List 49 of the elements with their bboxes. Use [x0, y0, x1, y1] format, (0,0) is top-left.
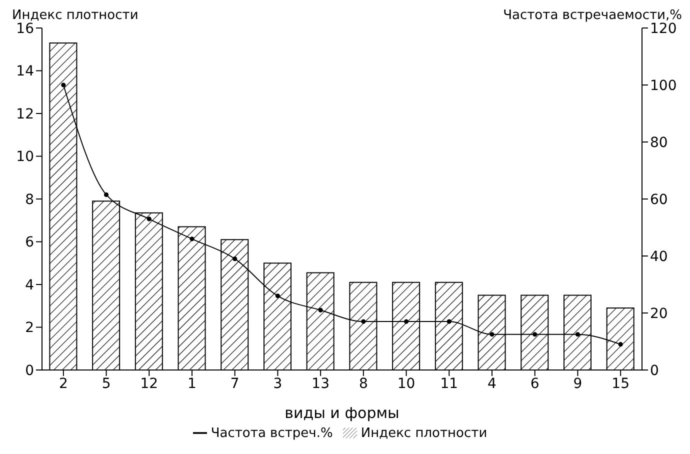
point: [318, 308, 323, 312]
point: [361, 319, 366, 324]
point: [446, 319, 452, 324]
x-tick-label: 11: [440, 376, 458, 392]
y-tick-label: 14: [16, 64, 34, 80]
legend-label: Индекс плотности: [360, 426, 488, 441]
y-tick-label: 4: [25, 277, 34, 294]
y2-axis-title: Частота встречаемости,%: [503, 8, 682, 23]
x-tick-label: 6: [530, 376, 540, 392]
y2-tick-label: 20: [650, 306, 668, 322]
x-axis-title: виды и формы: [284, 404, 400, 422]
y-tick-label: 16: [16, 20, 34, 37]
y-tick-label: 8: [25, 192, 34, 208]
x-tick-label: 1: [188, 376, 196, 392]
y-axis-title: Индекс плотности: [12, 8, 138, 23]
point: [404, 319, 409, 324]
point: [275, 294, 280, 298]
point: [190, 236, 194, 242]
point: [532, 332, 538, 337]
point: [146, 216, 152, 222]
x-tick-label: 7: [230, 376, 240, 392]
x-tick-label: 2: [58, 376, 68, 392]
point: [618, 342, 623, 347]
y-tick-label: 12: [16, 106, 34, 122]
point: [232, 256, 238, 262]
x-tick-label: 10: [397, 376, 416, 392]
x-tick-label: 13: [312, 376, 330, 392]
y2-tick-label: 60: [650, 192, 668, 208]
y2-tick-label: 80: [650, 134, 668, 151]
point: [104, 192, 109, 198]
x-tick-label: 4: [488, 376, 497, 392]
y2-tick-label: 0: [650, 362, 659, 379]
point: [490, 332, 494, 337]
x-tick-label: 5: [102, 376, 111, 392]
x-tick-label: 9: [573, 376, 582, 392]
x-tick-label: 15: [612, 376, 630, 392]
y2-tick-label: 40: [650, 248, 668, 265]
y2-tick-label: 100: [650, 78, 677, 94]
x-tick-label: 8: [358, 376, 368, 392]
x-tick-label: 3: [273, 376, 282, 392]
x-tick-label: 12: [140, 376, 158, 392]
y-tick-label: 0: [25, 362, 34, 379]
legend-label: Частота встреч.%: [210, 426, 333, 441]
y-tick-label: 6: [25, 234, 34, 251]
y2-tick-label: 120: [650, 20, 677, 37]
y-tick-label: 10: [16, 149, 34, 166]
point: [575, 332, 580, 337]
point: [61, 82, 66, 88]
y-tick-label: 2: [25, 320, 34, 336]
